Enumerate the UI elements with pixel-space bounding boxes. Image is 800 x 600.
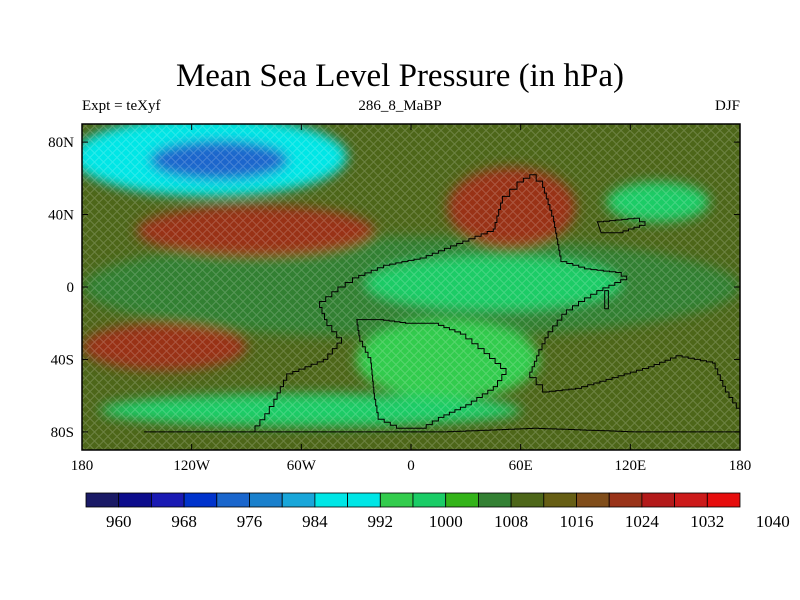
colorbar-swatch <box>543 492 577 508</box>
colorbar-swatch <box>674 492 708 508</box>
colorbar-label: 976 <box>237 512 263 531</box>
colorbar-swatch <box>249 492 283 508</box>
colorbar-label: 1032 <box>690 512 724 531</box>
colorbar-swatch <box>183 492 218 508</box>
x-axis: 180 120W 60W 0 60E 120E 180 <box>71 124 752 474</box>
colorbar-swatch <box>281 492 316 508</box>
age-label: 286_8_MaBP <box>358 98 442 114</box>
colorbar-swatch <box>477 492 512 508</box>
colorbar-label: 984 <box>302 512 328 531</box>
colorbar-label: 992 <box>368 512 394 531</box>
y-axis: 80N 40N 0 40S 80S <box>48 135 740 441</box>
x-tick-label: 120W <box>173 458 211 474</box>
colorbar-swatch <box>314 492 348 508</box>
inner-sea-coastline <box>356 319 507 429</box>
colorbar-swatch <box>85 492 120 508</box>
colorbar-swatch <box>150 492 185 508</box>
x-tick-label: 180 <box>729 458 752 474</box>
x-tick-label: 60E <box>509 458 533 474</box>
x-tick-label: 0 <box>407 458 415 474</box>
pangaea-coastline <box>144 174 740 433</box>
season-label: DJF <box>714 98 740 114</box>
colorbar-swatch <box>641 492 676 508</box>
colorbar-label: 1040 <box>756 512 790 531</box>
colorbar-swatch <box>347 492 381 508</box>
x-tick-label: 180 <box>71 458 94 474</box>
colorbar-swatch <box>445 492 479 508</box>
colorbar-label: 1008 <box>494 512 528 531</box>
colorbar-swatch <box>510 492 545 508</box>
equatorial-island <box>604 290 609 310</box>
map-title: Mean Sea Level Pressure (in hPa) <box>175 58 625 94</box>
colorbar-label: 1000 <box>429 512 463 531</box>
x-tick-label: 60W <box>287 458 317 474</box>
colorbar-label: 1016 <box>560 512 594 531</box>
colorbar-swatch <box>576 492 610 508</box>
y-tick-label: 80N <box>48 135 74 151</box>
colorbar-label: 968 <box>171 512 197 531</box>
y-tick-label: 40S <box>51 352 74 368</box>
plot-area <box>82 124 740 450</box>
colorbar-swatch <box>216 492 250 508</box>
colorbar-swatch <box>118 492 152 508</box>
colorbar-label: 1024 <box>625 512 660 531</box>
colorbar-swatch <box>412 492 447 508</box>
x-tick-label: 120E <box>614 458 646 474</box>
experiment-label: Expt = teXyf <box>82 98 161 114</box>
north-island <box>596 217 646 234</box>
colorbar-swatch <box>706 492 741 508</box>
colorbar: 960 968 976 984 992 1000 1008 1016 1024 1032 1040 <box>85 492 790 531</box>
hatch-overlay <box>82 124 740 450</box>
y-tick-label: 0 <box>67 280 75 296</box>
colorbar-label: 960 <box>106 512 132 531</box>
y-tick-label: 80S <box>51 425 74 441</box>
colorbar-swatch <box>379 492 414 508</box>
colorbar-swatch <box>608 492 643 508</box>
y-tick-label: 40N <box>48 208 74 224</box>
